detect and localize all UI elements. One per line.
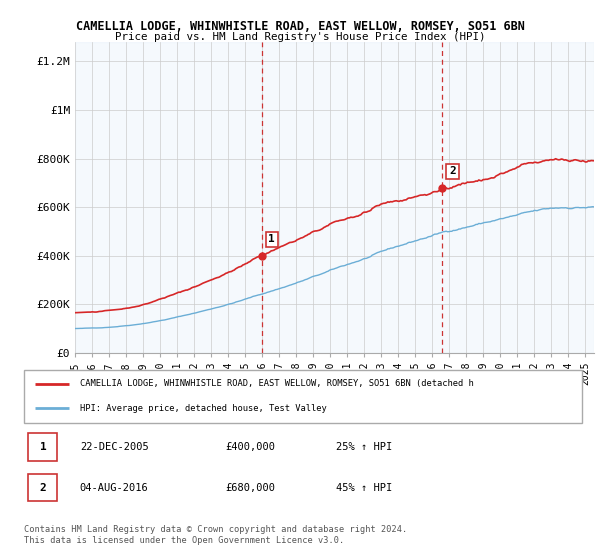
Text: 2: 2 bbox=[449, 166, 456, 176]
Text: 25% ↑ HPI: 25% ↑ HPI bbox=[337, 442, 393, 452]
Text: Contains HM Land Registry data © Crown copyright and database right 2024.
This d: Contains HM Land Registry data © Crown c… bbox=[24, 525, 407, 545]
Text: 1: 1 bbox=[40, 442, 46, 452]
Text: 22-DEC-2005: 22-DEC-2005 bbox=[80, 442, 149, 452]
Text: Price paid vs. HM Land Registry's House Price Index (HPI): Price paid vs. HM Land Registry's House … bbox=[115, 32, 485, 42]
Text: 04-AUG-2016: 04-AUG-2016 bbox=[80, 483, 149, 493]
Text: 2: 2 bbox=[40, 483, 46, 493]
FancyBboxPatch shape bbox=[24, 370, 582, 423]
FancyBboxPatch shape bbox=[28, 433, 58, 461]
Text: CAMELLIA LODGE, WHINWHISTLE ROAD, EAST WELLOW, ROMSEY, SO51 6BN (detached h: CAMELLIA LODGE, WHINWHISTLE ROAD, EAST W… bbox=[80, 380, 473, 389]
Text: £680,000: £680,000 bbox=[225, 483, 275, 493]
Text: 1: 1 bbox=[268, 234, 275, 244]
Text: 45% ↑ HPI: 45% ↑ HPI bbox=[337, 483, 393, 493]
Text: £400,000: £400,000 bbox=[225, 442, 275, 452]
Text: HPI: Average price, detached house, Test Valley: HPI: Average price, detached house, Test… bbox=[80, 404, 326, 413]
FancyBboxPatch shape bbox=[28, 474, 58, 501]
Bar bbox=[75, 42, 594, 353]
Text: CAMELLIA LODGE, WHINWHISTLE ROAD, EAST WELLOW, ROMSEY, SO51 6BN: CAMELLIA LODGE, WHINWHISTLE ROAD, EAST W… bbox=[76, 20, 524, 32]
